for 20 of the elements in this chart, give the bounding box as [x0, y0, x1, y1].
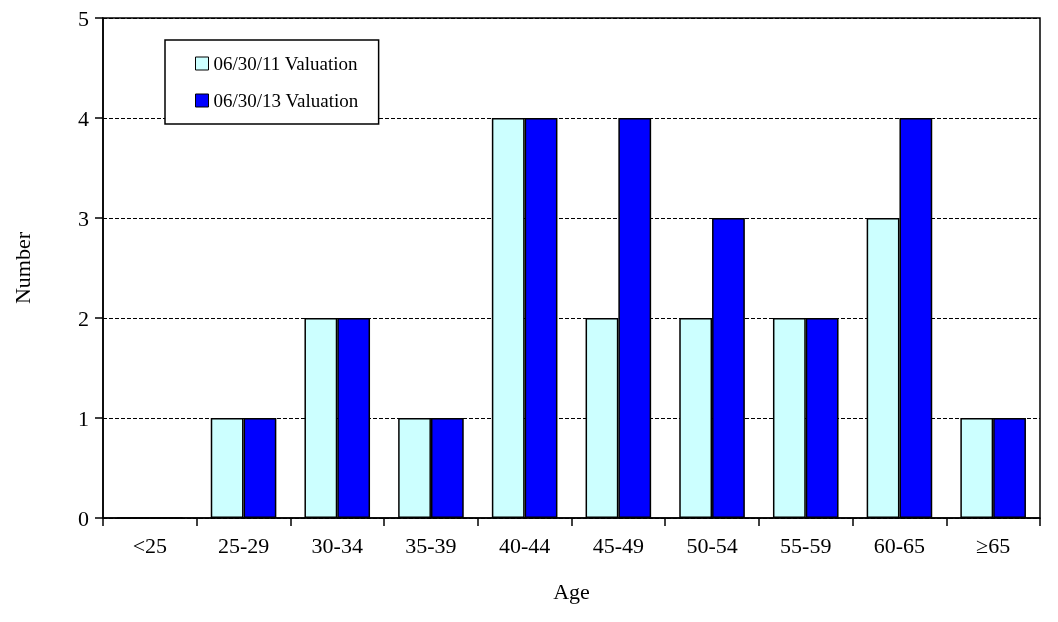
- y-tick-label: 3: [78, 205, 89, 231]
- x-tick-label: 35-39: [405, 532, 457, 558]
- y-tick-label: 4: [78, 105, 89, 131]
- x-tick-label: 40-44: [498, 532, 551, 558]
- x-tick-label: <25: [132, 532, 168, 558]
- y-tick-label: 0: [78, 505, 89, 531]
- y-tick-label: 1: [78, 405, 89, 431]
- x-tick-label: 55-59: [780, 532, 832, 558]
- y-axis-title: Number: [9, 231, 35, 305]
- x-tick-label: ≥65: [976, 532, 1011, 558]
- y-tick-label: 5: [78, 5, 89, 31]
- x-tick-label: 60-65: [873, 532, 926, 558]
- x-tick-label: 30-34: [311, 532, 363, 558]
- legend-label: 06/30/13 Valuation: [213, 90, 359, 111]
- x-axis-title: Age: [553, 578, 590, 604]
- x-tick-label: 25-29: [217, 532, 270, 558]
- y-tick-label: 2: [78, 305, 89, 331]
- x-tick-label: 50-54: [686, 532, 738, 558]
- x-tick-label: 45-49: [592, 532, 645, 558]
- legend-label: 06/30/11 Valuation: [213, 53, 359, 74]
